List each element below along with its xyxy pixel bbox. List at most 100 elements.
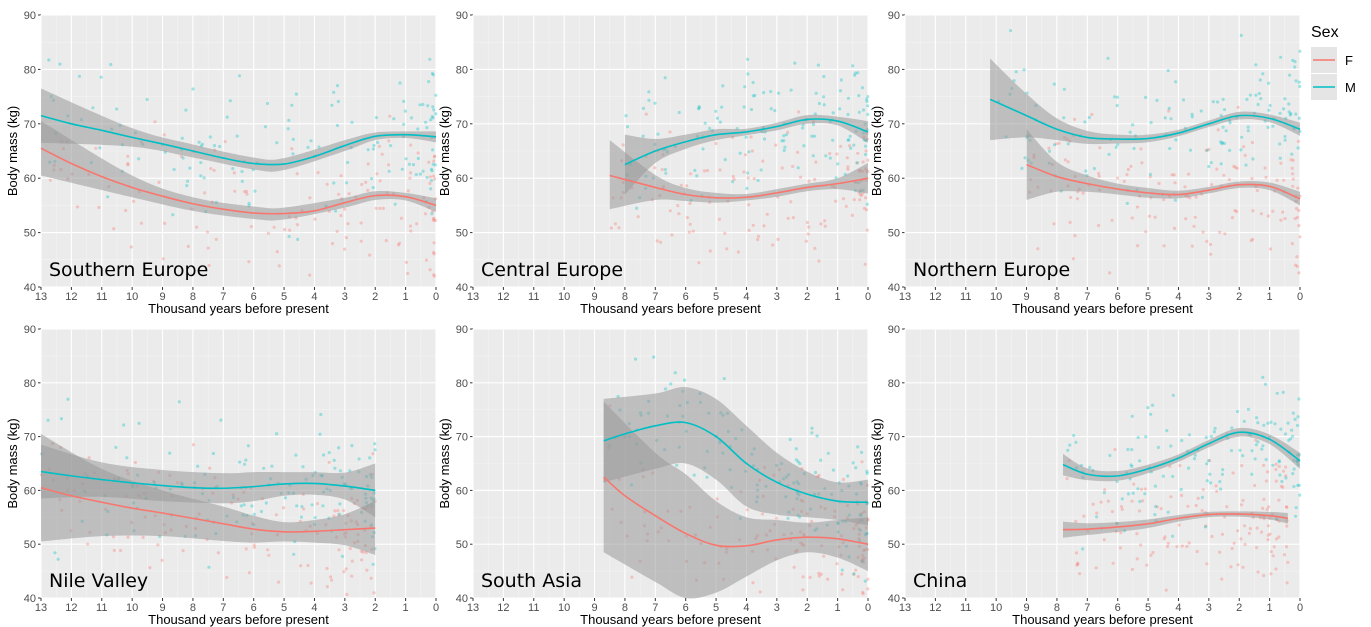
data-point-f bbox=[432, 252, 436, 256]
data-point-f bbox=[1075, 563, 1079, 567]
data-point-f bbox=[432, 274, 436, 278]
data-point-m bbox=[58, 62, 62, 66]
data-point-m bbox=[1066, 142, 1070, 146]
data-point-f bbox=[685, 184, 689, 188]
data-point-m bbox=[1277, 460, 1281, 464]
data-point-m bbox=[421, 102, 425, 107]
data-point-f bbox=[409, 229, 413, 233]
data-point-f bbox=[1147, 214, 1152, 218]
data-point-f bbox=[162, 133, 166, 137]
data-point-f bbox=[1180, 493, 1184, 497]
y-tick-label: 50 bbox=[24, 539, 36, 551]
data-point-m bbox=[715, 116, 720, 120]
data-point-m bbox=[1291, 411, 1295, 415]
data-point-m bbox=[291, 137, 295, 141]
data-point-f bbox=[1297, 271, 1301, 275]
data-point-f bbox=[1285, 524, 1289, 528]
data-point-m bbox=[109, 62, 113, 67]
data-point-m bbox=[259, 509, 263, 514]
data-point-f bbox=[863, 262, 867, 266]
data-point-f bbox=[1271, 209, 1275, 213]
data-point-f bbox=[715, 497, 719, 501]
data-point-f bbox=[1236, 105, 1240, 109]
data-point-m bbox=[1171, 534, 1175, 538]
data-point-f bbox=[807, 179, 811, 183]
data-point-m bbox=[838, 107, 842, 111]
data-point-f bbox=[613, 222, 618, 226]
data-point-m bbox=[240, 179, 244, 183]
data-point-m bbox=[1259, 97, 1263, 101]
data-point-f bbox=[1137, 509, 1142, 513]
data-point-m bbox=[846, 112, 850, 117]
data-point-f bbox=[1090, 112, 1094, 117]
data-point-m bbox=[1203, 525, 1208, 529]
data-point-m bbox=[742, 105, 746, 109]
data-point-m bbox=[851, 461, 855, 465]
data-point-m bbox=[1163, 116, 1167, 120]
data-point-m bbox=[759, 168, 763, 172]
confidence-band-f bbox=[41, 121, 436, 221]
confidence-band-f bbox=[603, 401, 868, 599]
data-point-f bbox=[1230, 546, 1234, 551]
data-point-f bbox=[636, 215, 640, 219]
data-point-m bbox=[1130, 414, 1134, 418]
data-point-f bbox=[212, 168, 216, 172]
data-point-m bbox=[819, 458, 823, 462]
data-point-m bbox=[1211, 100, 1215, 104]
data-point-f bbox=[1262, 497, 1266, 501]
data-point-f bbox=[751, 581, 755, 585]
data-point-f bbox=[1262, 573, 1266, 578]
data-point-m bbox=[1144, 435, 1148, 439]
data-point-f bbox=[1073, 117, 1077, 121]
data-point-f bbox=[1291, 172, 1295, 176]
data-point-f bbox=[1201, 230, 1205, 234]
data-point-m bbox=[404, 157, 408, 161]
x-tick-label: 5 bbox=[713, 291, 719, 303]
data-point-f bbox=[1119, 505, 1124, 509]
x-tick-label: 5 bbox=[713, 602, 719, 614]
series-line-f bbox=[40, 147, 437, 215]
data-point-f bbox=[1108, 271, 1112, 275]
x-tick-label: 12 bbox=[497, 602, 509, 614]
y-tick-label: 50 bbox=[888, 228, 900, 240]
data-point-f bbox=[1130, 499, 1134, 503]
data-point-f bbox=[1233, 209, 1237, 213]
data-point-f bbox=[1298, 235, 1302, 239]
data-point-f bbox=[774, 143, 778, 147]
data-point-m bbox=[334, 209, 338, 213]
data-point-f bbox=[756, 237, 760, 242]
data-point-m bbox=[802, 144, 806, 148]
data-point-f bbox=[186, 244, 190, 248]
data-point-m bbox=[1283, 134, 1287, 139]
data-point-f bbox=[1207, 147, 1211, 151]
data-point-m bbox=[1278, 156, 1282, 160]
data-point-f bbox=[342, 570, 346, 574]
data-point-m bbox=[1171, 474, 1175, 479]
data-point-f bbox=[864, 196, 868, 200]
series-line-f bbox=[40, 486, 376, 533]
data-point-f bbox=[359, 221, 363, 225]
data-point-f bbox=[685, 216, 690, 220]
data-point-m bbox=[59, 417, 64, 421]
data-point-m bbox=[798, 462, 802, 466]
data-point-f bbox=[266, 231, 270, 235]
data-point-f bbox=[1214, 484, 1218, 488]
data-point-f bbox=[432, 250, 436, 255]
data-point-m bbox=[270, 464, 274, 468]
data-point-f bbox=[1074, 551, 1079, 555]
data-point-m bbox=[652, 355, 656, 359]
data-point-m bbox=[746, 57, 750, 61]
data-point-m bbox=[864, 152, 868, 157]
data-point-f bbox=[1130, 567, 1134, 572]
data-point-m bbox=[1239, 148, 1243, 152]
data-point-m bbox=[1291, 472, 1295, 476]
x-tick-label: 1 bbox=[835, 602, 841, 614]
data-point-m bbox=[181, 156, 185, 160]
data-point-m bbox=[1179, 487, 1183, 492]
data-point-m bbox=[407, 162, 411, 166]
data-point-m bbox=[191, 87, 195, 91]
data-point-m bbox=[99, 75, 103, 79]
data-point-f bbox=[1157, 181, 1161, 185]
data-point-f bbox=[1184, 217, 1188, 221]
data-point-m bbox=[240, 169, 244, 174]
